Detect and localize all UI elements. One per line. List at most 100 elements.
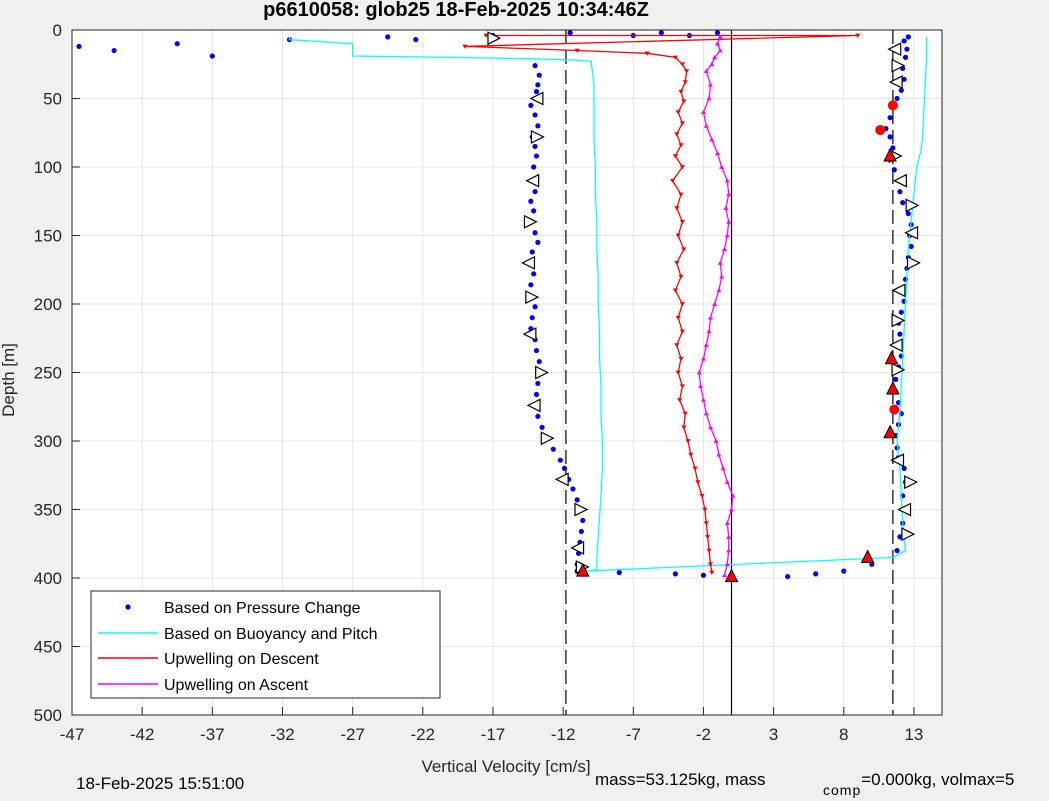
descent-upwelling-point (699, 493, 705, 499)
legend-label: Based on Buoyancy and Pitch (164, 626, 377, 643)
dive-marker-triangle (526, 398, 541, 413)
descent-upwelling-point (679, 219, 686, 225)
descent-upwelling-point (679, 302, 686, 307)
dive-marker-triangle (540, 431, 555, 446)
pressure-change-point (897, 331, 903, 337)
pressure-change-point (413, 36, 419, 43)
ascent-upwelling-point (726, 548, 732, 553)
y-tick-label: 50 (43, 90, 62, 109)
dive-marker-triangle (521, 255, 536, 270)
descent-upwelling-point (703, 521, 709, 526)
descent-upwelling-point (462, 44, 468, 49)
ascent-upwelling-point (720, 466, 726, 471)
ascent-upwelling-point (724, 178, 730, 183)
pressure-change-point (898, 87, 904, 93)
x-tick-label: -37 (200, 725, 225, 744)
pressure-change-point (561, 465, 568, 471)
pressure-change-point (532, 230, 538, 236)
descent-upwelling-point (679, 329, 686, 334)
pressure-change-point (529, 249, 535, 255)
dive-marker-triangle (574, 502, 589, 517)
ascent-upwelling-point (716, 452, 722, 457)
descent-upwelling-point (679, 384, 686, 389)
legend: Based on Pressure Change Based on Buoyanc… (90, 590, 441, 699)
pressure-change-point (532, 304, 538, 310)
dive-marker-triangle (891, 58, 906, 73)
ascent-upwelling-point (713, 438, 719, 443)
dive-marker-triangle (891, 283, 906, 298)
pressure-change-point (890, 145, 896, 151)
ascent-upwelling-point (700, 397, 707, 402)
ascent-upwelling-point (706, 329, 712, 334)
ascent-upwelling-point (700, 356, 707, 361)
descent-upwelling-point (672, 154, 678, 159)
pressure-change-point (893, 376, 899, 382)
ascent-upwelling-point (721, 572, 728, 578)
x-axis-label: Vertical Velocity [cm/s] (421, 757, 590, 776)
dive-marker-triangle (906, 255, 921, 270)
event-marker-triangle (883, 147, 897, 162)
descent-upwelling-point (685, 439, 691, 444)
y-tick-label: 350 (34, 501, 62, 520)
pressure-change-point (894, 95, 900, 102)
descent-upwelling-point (675, 110, 681, 115)
descent-upwelling-point (644, 51, 650, 56)
event-marker-dot (889, 404, 900, 415)
ascent-upwelling-point (724, 561, 730, 567)
pressure-change-point (528, 102, 534, 108)
pressure-change-point (385, 34, 391, 40)
descent-upwelling-point (678, 192, 684, 197)
ascent-upwelling-point (726, 219, 732, 224)
y-tick-label: 500 (34, 706, 62, 725)
ascent-upwelling-point (698, 383, 704, 389)
pressure-change-point (567, 30, 573, 36)
pressure-change-point (898, 309, 904, 315)
pressure-change-point (574, 497, 580, 503)
pressure-change-point (658, 30, 664, 36)
footer-mass-text: mass=53.125kg, mass (595, 770, 766, 789)
pressure-change-point (532, 63, 538, 69)
ascent-upwelling-point (709, 61, 715, 67)
dive-marker-triangle (525, 173, 540, 188)
pressure-change-point (894, 548, 900, 554)
legend-box (90, 590, 441, 699)
event-marker-triangle (724, 568, 739, 583)
pressure-change-point (535, 239, 541, 245)
x-tick-label: -47 (60, 725, 85, 744)
pressure-change-point (557, 457, 563, 463)
pressure-change-point (111, 47, 117, 54)
pressure-change-point (531, 208, 537, 214)
footer-comp: comp=0.000kg, volmax=5 (823, 770, 1014, 798)
pressure-change-point (672, 571, 678, 577)
descent-upwelling-point (674, 206, 680, 211)
pressure-change-point (902, 54, 909, 61)
descent-upwelling-point (702, 507, 708, 512)
descent-upwelling-point (676, 398, 683, 403)
ascent-upwelling-point (719, 164, 725, 169)
legend-label: Based on Pressure Change (164, 600, 361, 617)
pressure-change-point (869, 561, 875, 567)
event-marker-triangle (886, 380, 900, 395)
ascent-upwelling-point (719, 274, 725, 279)
ascent-upwelling-point (703, 68, 709, 73)
dive-marker-triangle (904, 225, 919, 240)
pressure-change-point (714, 30, 721, 36)
ascent-upwelling-point (712, 301, 718, 306)
descent-upwelling-point (681, 99, 687, 104)
pressure-change-point (897, 189, 903, 195)
descent-upwelling-point (682, 80, 688, 85)
y-tick-label: 100 (34, 158, 62, 177)
ascent-upwelling-point (723, 205, 729, 210)
dive-marker-triangle (525, 290, 540, 305)
footer-timestamp: 18-Feb-2025 15:51:00 (76, 774, 245, 793)
dive-marker-triangle (891, 362, 906, 377)
pressure-change-point (531, 271, 537, 277)
pressure-change-point (533, 89, 540, 95)
ascent-upwelling-point (707, 82, 714, 87)
descent-upwelling-point (688, 452, 694, 458)
dive-marker-triangle (890, 453, 905, 468)
dive-marker-triangle (891, 313, 906, 328)
dive-marker-triangle (901, 527, 916, 542)
pressure-change-point (813, 571, 819, 577)
